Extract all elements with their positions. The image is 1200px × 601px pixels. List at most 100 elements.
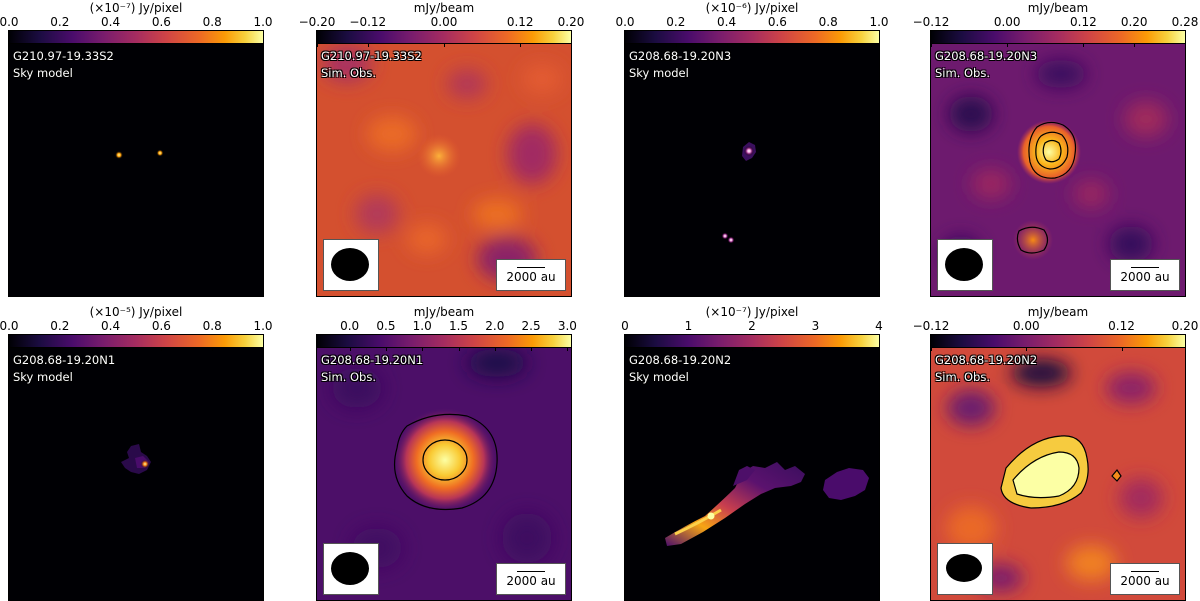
colorbar-tick-label: −0.12 [912, 319, 950, 333]
colorbar-tick-label: 0.12 [1070, 15, 1097, 29]
colorbar-tick [752, 347, 753, 351]
source-name: G210.97-19.33S2 [13, 49, 114, 63]
colorbar-tick-label: 0 [621, 319, 629, 333]
source-point [140, 459, 150, 469]
source-point [727, 236, 735, 244]
sky-model-map: G208.68-19.20N3 Sky model [624, 43, 880, 297]
source-name: G208.68-19.20N1 [321, 353, 424, 367]
colorbar-tick [675, 43, 677, 47]
colorbar-tick-label: 0.2 [666, 15, 686, 29]
panel-2: mJy/beam −0.20 −0.12 0.00 0.12 0.20 G210.97-… [299, 0, 585, 297]
simulated-observation-map: G208.68-19.20N2 Sim. Obs. 2000 au [930, 347, 1186, 601]
colorbar-tick-label: −0.12 [349, 15, 387, 29]
scale-bar [517, 267, 545, 268]
colorbar-tick-label: 1.5 [448, 319, 469, 333]
colorbar-tick-label: 2.0 [485, 319, 505, 333]
beam-ellipse [945, 248, 983, 281]
beam-ellipse [946, 554, 982, 582]
beam-ellipse [331, 248, 369, 281]
source-name: G208.68-19.20N2 [629, 353, 732, 367]
colorbar-tick-label: 1.0 [412, 319, 432, 333]
colorbar-ticks: −0.12 0.00 0.12 0.20 [913, 319, 1199, 333]
colorbar-tick-label: 0.00 [993, 15, 1021, 29]
colorbar-tick-label: 0.8 [202, 15, 222, 29]
scale-bar-label: 2000 au [1120, 270, 1170, 284]
colorbar-tick [520, 43, 522, 47]
simulated-observation-map: G208.68-19.20N3 Sim. Obs. 2000 au [930, 43, 1186, 297]
sky-model-map: G208.68-19.20N2 Sky model [624, 347, 880, 601]
colorbar-tick-label: 0.8 [202, 319, 222, 333]
colorbar-tick [777, 43, 779, 47]
colorbar-ticks: −0.20 −0.12 0.00 0.12 0.20 [299, 15, 585, 29]
colorbar-tick [531, 347, 533, 351]
colorbar-tick [458, 347, 460, 351]
scale-bar-inset: 2000 au [1110, 563, 1180, 595]
source-name: G208.68-19.20N1 [13, 353, 116, 367]
scale-bar-label: 2000 au [506, 270, 556, 284]
beam-inset [323, 239, 379, 291]
map-kind: Sky model [13, 66, 73, 80]
colorbar-tick [263, 43, 264, 47]
panel-3: (×10⁻⁶) Jy/pixel 0.0 0.2 0.4 0.6 0.8 1.0 G208… [615, 0, 889, 297]
colorbar-tick-label: 0.4 [101, 319, 121, 333]
colorbar-tick-label: 0.0 [0, 15, 19, 29]
colorbar-tick-label: 0.0 [340, 319, 360, 333]
scale-bar [1131, 571, 1159, 572]
map-kind: Sim. Obs. [321, 66, 377, 80]
map-kind: Sky model [629, 66, 689, 80]
map-image [946, 359, 1163, 592]
colorbar-tick-label: 0.4 [717, 15, 737, 29]
panel-8: mJy/beam −0.12 0.00 0.12 0.20 G208.68-19.20… [913, 304, 1199, 601]
colorbar-tick-label: 0.0 [615, 15, 635, 29]
colorbar-tick [1083, 43, 1085, 47]
map-image [121, 444, 151, 474]
colorbar-tick [59, 347, 61, 351]
colorbar-tick-label: 0.12 [1108, 319, 1135, 333]
colorbar-tick [110, 347, 112, 351]
source-point [721, 232, 729, 240]
colorbar-tick [161, 43, 163, 47]
colorbar-label: mJy/beam [413, 1, 475, 15]
colorbar-tick-label: 1.0 [253, 15, 273, 29]
scale-bar [517, 571, 545, 572]
colorbar-tick [422, 347, 424, 351]
source-name: G208.68-19.20N3 [935, 49, 1038, 63]
colorbar-tick-label: 0.0 [0, 319, 19, 333]
colorbar-tick [385, 347, 387, 351]
panel-5: (×10⁻⁵) Jy/pixel 0.0 0.2 0.4 0.6 0.8 1.0 G208… [0, 304, 273, 601]
beam-inset [937, 543, 993, 595]
colorbar-tick [317, 43, 318, 47]
colorbar-tick-label: 0.8 [818, 15, 838, 29]
colorbar-tick-label: 1.0 [253, 319, 273, 333]
colorbar-tick [444, 43, 445, 47]
colorbar-tick [879, 347, 880, 351]
colorbar-label: (×10⁻⁷) Jy/pixel [705, 305, 799, 319]
colorbar-tick-label: 1 [684, 319, 693, 333]
colorbar-tick [1121, 347, 1123, 351]
colorbar-tick [567, 347, 569, 351]
colorbar-tick [625, 43, 626, 47]
simulated-observation-map: G210.97-19.33S2 Sim. Obs. 2000 au [316, 43, 572, 297]
colorbar-tick-label: 0.6 [151, 319, 171, 333]
colorbar-label: (×10⁻⁷) Jy/pixel [89, 1, 183, 15]
colorbar-tick [1134, 43, 1136, 47]
sky-model-map: G210.97-19.33S2 Sky model [8, 43, 264, 297]
colorbar-tick-label: 3.0 [557, 319, 577, 333]
colorbar-tick [367, 43, 369, 47]
source-point [744, 146, 754, 156]
colorbar-tick [815, 347, 817, 351]
beam-inset [937, 239, 993, 291]
colorbar-tick-label: 0.20 [557, 15, 585, 29]
colorbar-tick [212, 347, 214, 351]
colorbar-tick [828, 43, 830, 47]
source-point [115, 151, 123, 159]
simulated-observation-map: G208.68-19.20N1 Sim. Obs. 2000 au [316, 347, 572, 601]
map-image [941, 60, 1168, 272]
colorbar-tick [263, 347, 264, 351]
map-kind: Sky model [13, 370, 73, 384]
colorbar-tick [1007, 43, 1009, 47]
colorbar-tick-label: 0.00 [1012, 319, 1040, 333]
colorbar-tick [726, 43, 728, 47]
colorbar-ticks: 0.0 0.2 0.4 0.6 0.8 1.0 [0, 319, 273, 333]
source-name: G208.68-19.20N2 [935, 353, 1038, 367]
